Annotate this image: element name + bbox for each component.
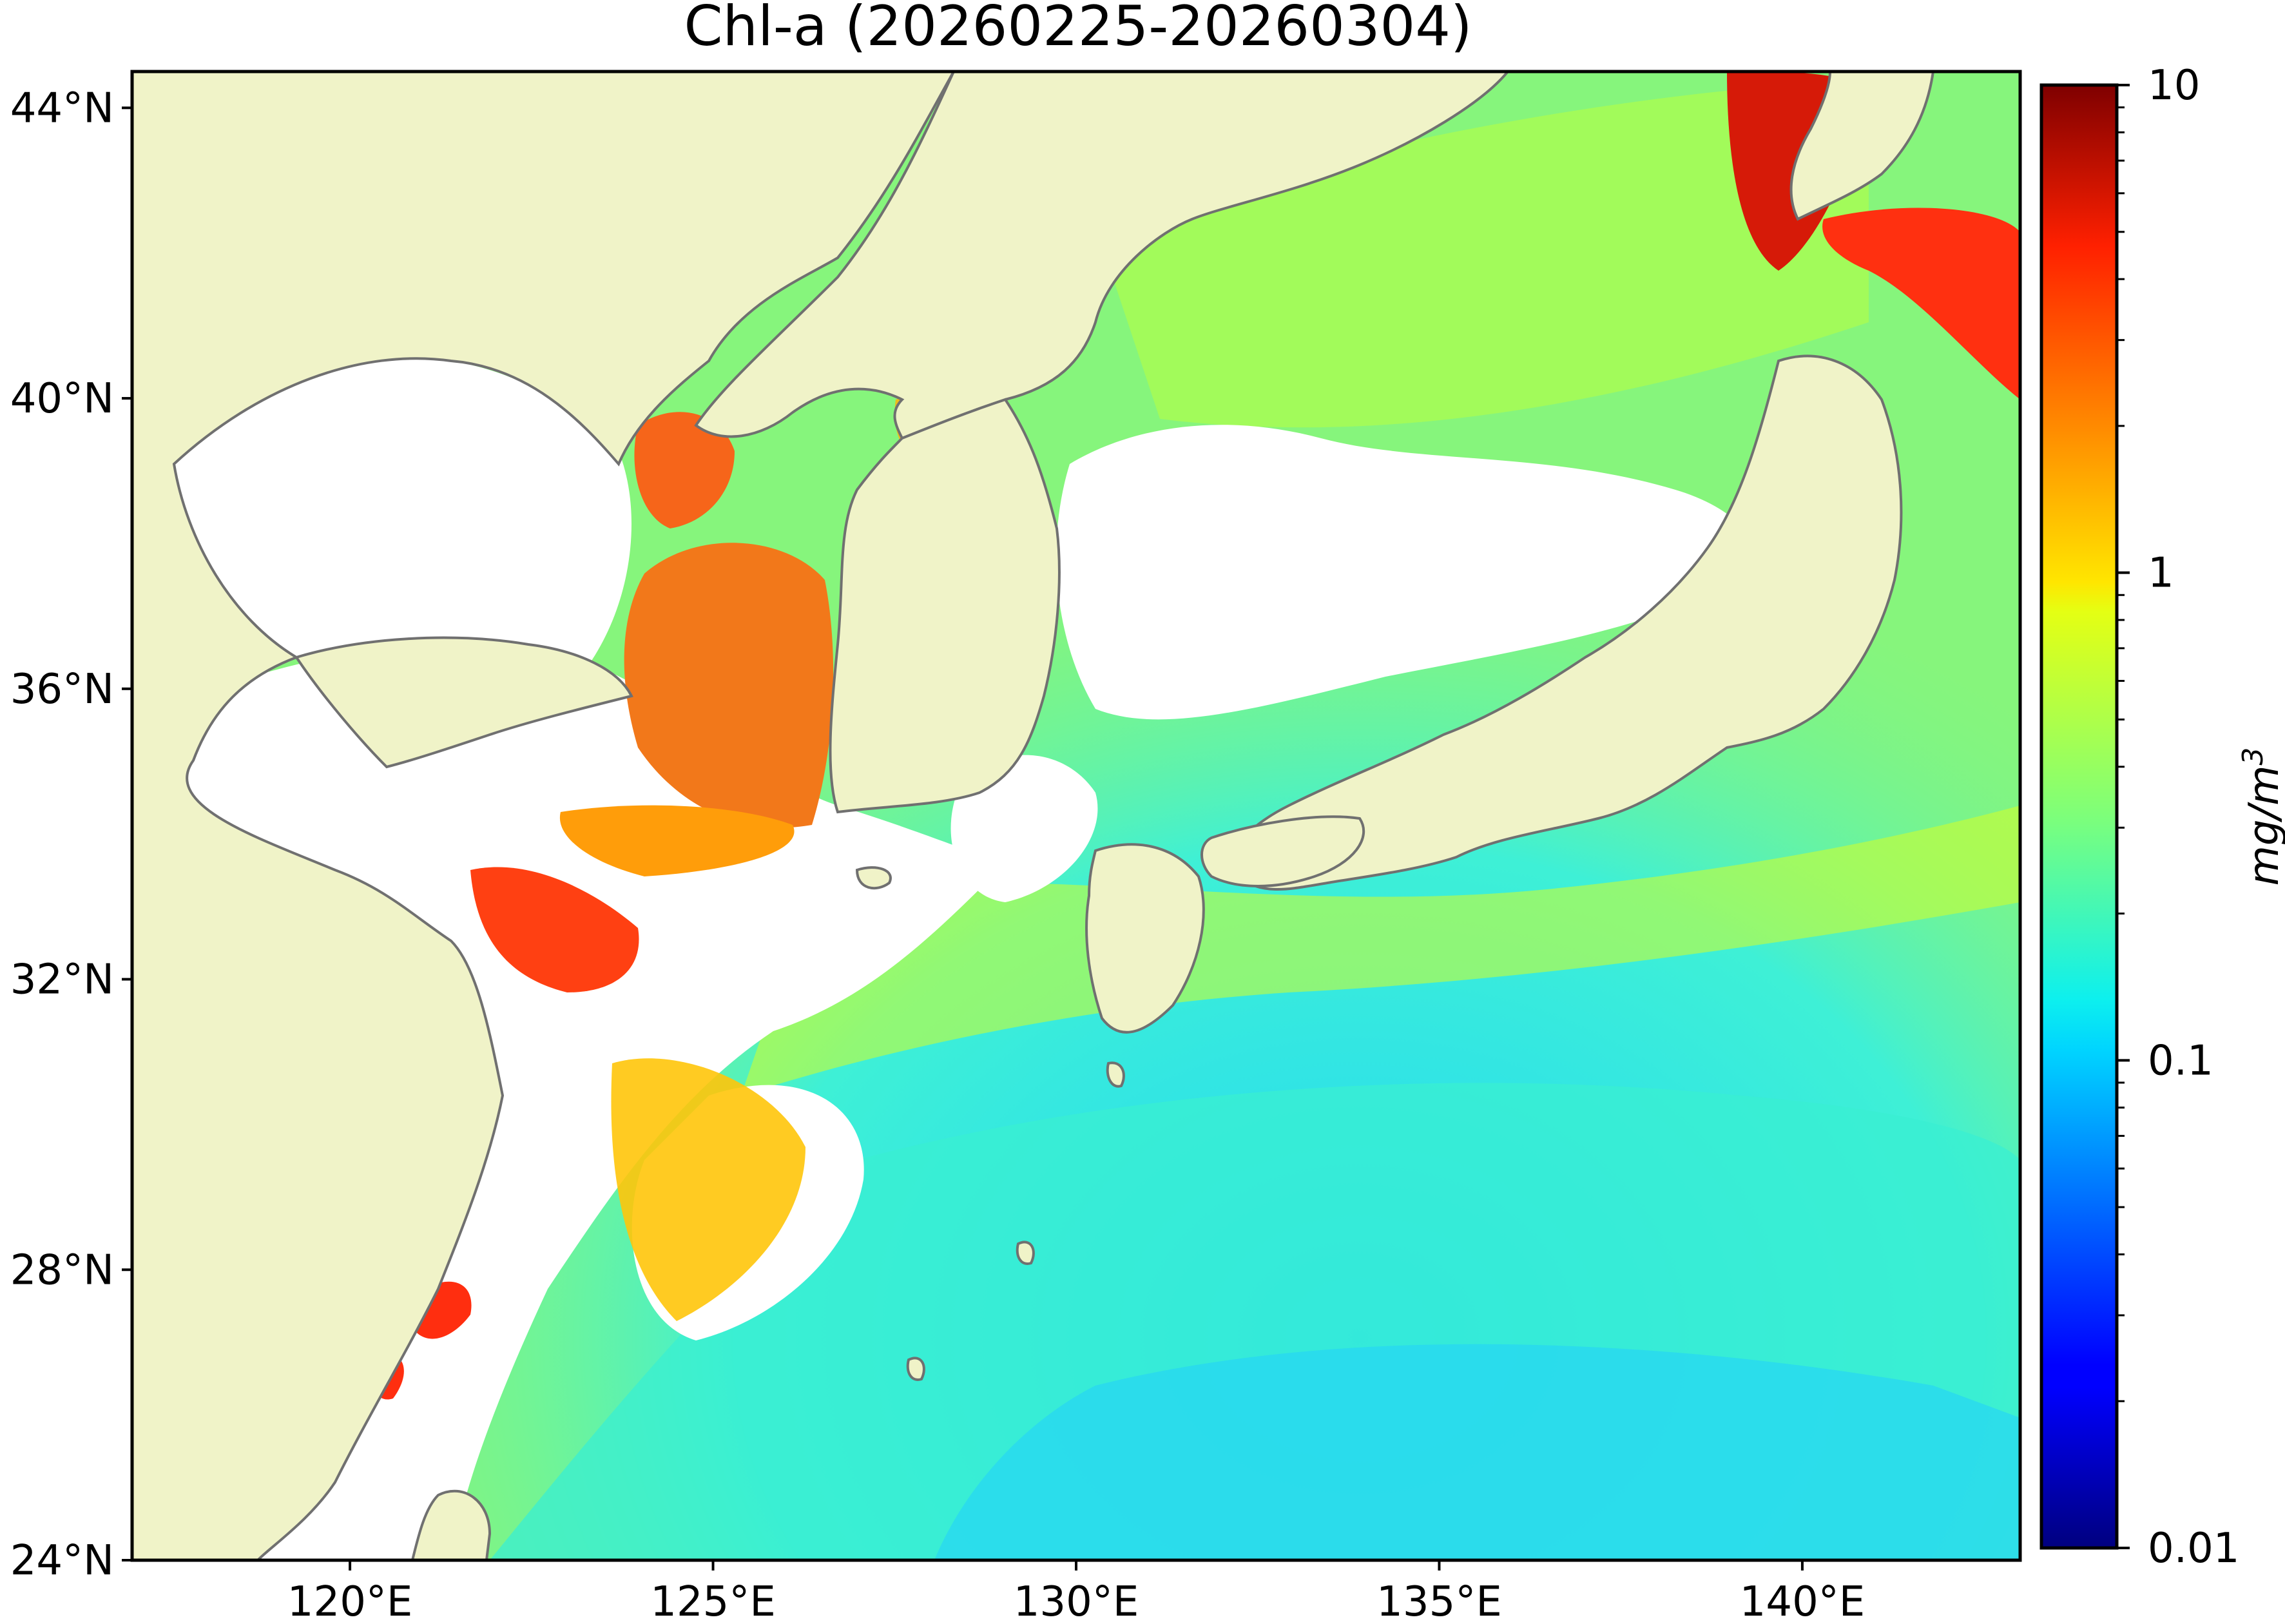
colorbar: 10 1 0.1 0.01 mg/m3 <box>2039 62 2285 1572</box>
land-jeju <box>855 866 892 890</box>
land-ryukyu-2 <box>906 1357 925 1381</box>
yellow-green-band <box>741 806 2020 1096</box>
longitude-axis: 120°E 125°E 130°E 135°E 140°E <box>287 1560 1865 1624</box>
land-shikoku <box>1200 815 1365 887</box>
lat-tick-label: 32°N <box>10 956 114 1004</box>
colorbar-unit: mg/m <box>2241 766 2285 886</box>
land-china <box>132 72 956 1560</box>
land-ryukyu-1 <box>1016 1241 1035 1265</box>
no-data-region-bohai <box>174 358 632 677</box>
colorbar-tick-label: 0.1 <box>2148 1037 2213 1085</box>
land-taiwan <box>410 1489 492 1560</box>
lat-tick-label: 40°N <box>10 375 114 423</box>
map-panel <box>132 72 2020 1560</box>
colorbar-tick-label: 10 <box>2148 62 2200 110</box>
map-title: Chl-a (20260225-20260304) <box>684 0 1472 59</box>
colorbar-unit-exponent: 3 <box>2237 748 2270 766</box>
colorbar-gradient <box>2039 83 2119 1550</box>
land-shandong <box>294 636 633 769</box>
colorbar-ticks: 10 1 0.1 0.01 <box>2117 62 2240 1572</box>
lat-tick-label: 24°N <box>10 1537 114 1585</box>
colorbar-label: mg/m3 <box>2237 748 2285 886</box>
land-honshu <box>1232 354 1903 891</box>
lon-tick-label: 135°E <box>1376 1578 1502 1624</box>
land-korea-peninsula <box>829 398 1061 814</box>
high-chl-yangtze <box>470 867 639 992</box>
lat-tick-label: 36°N <box>10 666 114 713</box>
no-data-region-japan-sea <box>1056 425 1753 720</box>
high-chl-east-china-coast <box>611 1058 805 1321</box>
lon-tick-label: 140°E <box>1740 1578 1866 1624</box>
open-ocean-deep-cyan <box>934 1344 2020 1560</box>
high-chl-korea-bay <box>634 412 735 528</box>
latitude-axis: 44°N 40°N 36°N 32°N 28°N 24°N <box>10 84 132 1585</box>
high-chl-west-korea <box>624 543 834 828</box>
high-chl-tsugaru <box>1822 208 2020 400</box>
colorbar-tick-label: 0.01 <box>2148 1525 2240 1572</box>
no-data-region-korea-strait <box>950 755 1098 902</box>
lon-tick-label: 125°E <box>650 1578 776 1624</box>
land-hokkaido <box>1789 72 1935 221</box>
lon-tick-label: 120°E <box>287 1578 413 1624</box>
land-ryukyu-3 <box>1106 1061 1125 1088</box>
land <box>132 72 1935 1560</box>
lat-tick-label: 44°N <box>10 84 114 132</box>
colorbar-tick-label: 1 <box>2148 550 2174 597</box>
lat-tick-label: 28°N <box>10 1246 114 1294</box>
lon-tick-label: 130°E <box>1014 1578 1139 1624</box>
high-chl-yellow-sea-south <box>559 805 795 876</box>
land-kyushu <box>1085 843 1205 1034</box>
